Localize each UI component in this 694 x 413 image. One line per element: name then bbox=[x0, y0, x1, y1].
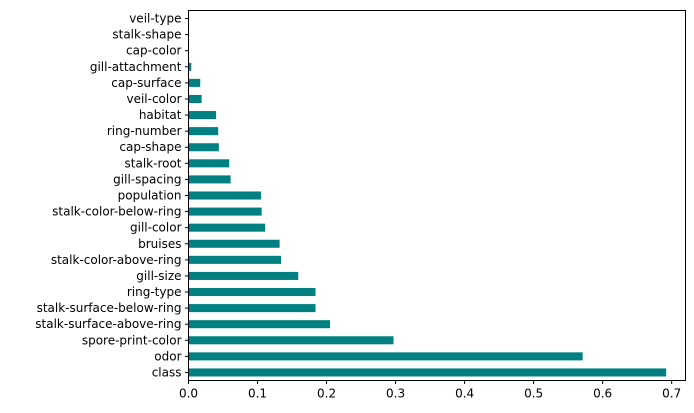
y-tick-label: stalk-root bbox=[125, 156, 182, 170]
bar-stalk-surface-above-ring bbox=[188, 320, 331, 329]
y-tick-label: veil-type bbox=[129, 12, 181, 26]
bar-spore-print-color bbox=[188, 336, 394, 345]
y-tick-label: cap-color bbox=[126, 44, 182, 58]
x-tick-label: 0.3 bbox=[386, 387, 405, 401]
y-tick-label: spore-print-color bbox=[82, 333, 182, 347]
bar-population bbox=[188, 191, 261, 200]
y-tick-label: cap-surface bbox=[111, 76, 181, 90]
x-tick-label: 0.1 bbox=[248, 387, 267, 401]
y-tick-label: stalk-surface-below-ring bbox=[37, 301, 182, 315]
x-tick-label: 0.2 bbox=[317, 387, 336, 401]
y-tick-label: population bbox=[118, 189, 182, 203]
bar-stalk-surface-below-ring bbox=[188, 304, 316, 313]
y-tick-label: ring-number bbox=[107, 124, 182, 138]
y-axis-ticks: class odor spore-print-color stalk-surface-… bbox=[35, 12, 189, 379]
y-tick-label: veil-color bbox=[126, 92, 181, 106]
y-tick-label: stalk-shape bbox=[112, 28, 181, 42]
x-tick-label: 0.5 bbox=[524, 387, 543, 401]
bar-cap-surface bbox=[188, 78, 201, 87]
x-tick-label: 0.7 bbox=[662, 387, 681, 401]
y-tick-label: gill-spacing bbox=[113, 172, 181, 186]
y-tick-label: gill-attachment bbox=[90, 60, 182, 74]
y-tick-label: habitat bbox=[139, 108, 182, 122]
bar-odor bbox=[188, 352, 583, 361]
y-tick-label: gill-color bbox=[130, 221, 182, 235]
bar-veil-color bbox=[188, 94, 202, 103]
bar-gill-spacing bbox=[188, 175, 231, 184]
bar-stalk-color-above-ring bbox=[188, 255, 281, 264]
bar-habitat bbox=[188, 111, 217, 120]
plot-area-frame bbox=[188, 10, 686, 381]
x-tick-label: 0.6 bbox=[593, 387, 612, 401]
y-tick-label: gill-size bbox=[136, 269, 181, 283]
y-tick-label: stalk-surface-above-ring bbox=[35, 317, 181, 331]
bar-ring-type bbox=[188, 288, 316, 297]
bar-class bbox=[188, 368, 667, 377]
x-tick-label: 0.4 bbox=[455, 387, 474, 401]
bar-bruises bbox=[188, 239, 280, 248]
y-tick-label: odor bbox=[154, 349, 181, 363]
bars-group bbox=[188, 62, 667, 377]
bar-gill-size bbox=[188, 271, 299, 280]
y-tick-label: bruises bbox=[138, 237, 181, 251]
bar-cap-shape bbox=[188, 143, 219, 152]
bar-stalk-root bbox=[188, 159, 230, 168]
bar-gill-color bbox=[188, 223, 266, 232]
bar-gill-attachment bbox=[188, 62, 192, 71]
y-tick-label: class bbox=[152, 365, 182, 379]
y-tick-label: stalk-color-below-ring bbox=[52, 205, 181, 219]
y-tick-label: ring-type bbox=[127, 285, 182, 299]
y-tick-label: cap-shape bbox=[119, 140, 181, 154]
x-axis-ticks: 0.0 0.1 0.2 0.3 0.4 0.5 0.6 0.7 bbox=[179, 380, 681, 401]
y-tick-label: stalk-color-above-ring bbox=[51, 253, 182, 267]
bar-stalk-color-below-ring bbox=[188, 207, 262, 216]
x-tick-label: 0.0 bbox=[179, 387, 198, 401]
bar-ring-number bbox=[188, 127, 219, 136]
